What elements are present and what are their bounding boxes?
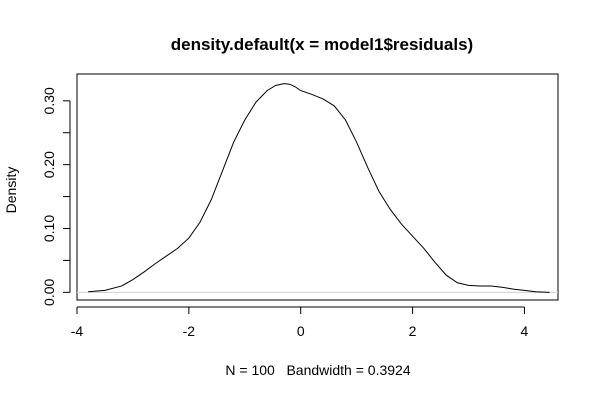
x-tick-label: -2	[183, 323, 196, 339]
y-axis-label: Density	[3, 167, 19, 214]
y-tick-label: 0.30	[41, 87, 57, 114]
y-tick-label: 0.10	[41, 215, 57, 242]
y-tick-label: 0.20	[41, 151, 57, 178]
y-axis: 0.00 0.10 0.20 0.30	[41, 87, 71, 306]
x-tick-label: 4	[521, 323, 529, 339]
x-tick-label: -4	[71, 323, 84, 339]
y-tick-label: 0.00	[41, 279, 57, 306]
x-tick-label: 2	[409, 323, 417, 339]
x-tick-label: 0	[297, 323, 305, 339]
x-axis-label: N = 100 Bandwidth = 0.3924	[225, 362, 410, 378]
chart-title: density.default(x = model1$residuals)	[171, 35, 473, 54]
x-axis: -4 -2 0 2 4	[71, 306, 529, 339]
density-curve	[88, 83, 550, 293]
plot-frame	[76, 73, 559, 301]
